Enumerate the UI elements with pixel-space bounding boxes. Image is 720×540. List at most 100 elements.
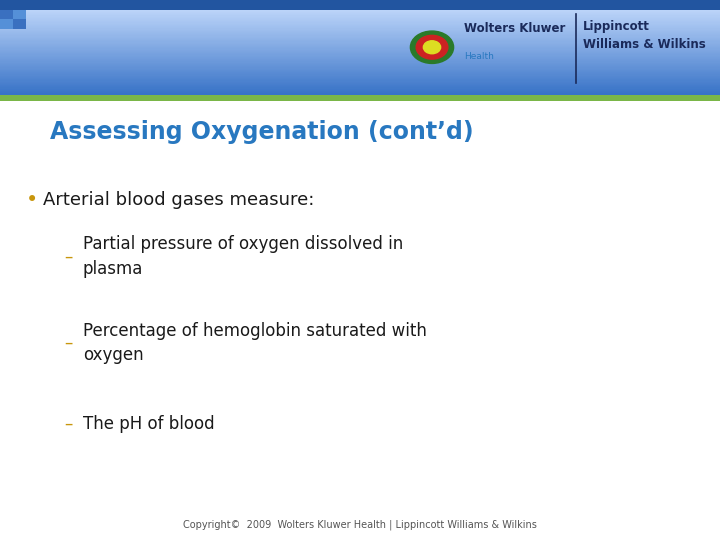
Bar: [0, 45, 720, 46]
Bar: [0, 87, 720, 89]
Bar: [0, 42, 720, 43]
Bar: [0, 75, 720, 76]
Circle shape: [416, 35, 448, 59]
Circle shape: [423, 40, 441, 54]
Bar: [0, 84, 720, 85]
Bar: [0, 71, 720, 72]
Bar: [0, 68, 720, 69]
Bar: [0, 32, 720, 33]
Bar: [0, 69, 720, 70]
Bar: [0, 72, 720, 73]
Bar: [0, 76, 720, 77]
Bar: [0, 6, 720, 7]
Bar: [0, 70, 720, 71]
Bar: [0, 8, 720, 10]
Bar: [0, 19, 13, 29]
Bar: [0, 37, 720, 38]
Text: Lippincott
Williams & Wilkins: Lippincott Williams & Wilkins: [583, 21, 706, 51]
Bar: [0, 63, 720, 64]
Bar: [13, 19, 26, 29]
Bar: [0, 40, 720, 42]
Bar: [0, 79, 720, 80]
Bar: [0, 34, 720, 36]
Bar: [0, 66, 720, 68]
Bar: [0, 85, 720, 86]
Bar: [0, 49, 720, 50]
Bar: [0, 2, 720, 4]
Bar: [0, 21, 720, 23]
Bar: [0, 26, 720, 27]
Bar: [0, 93, 720, 94]
Text: Copyright©  2009  Wolters Kluwer Health | Lippincott Williams & Wilkins: Copyright© 2009 Wolters Kluwer Health | …: [183, 519, 537, 530]
Bar: [0, 10, 13, 19]
Bar: [0, 0, 720, 10]
Bar: [0, 64, 720, 65]
Bar: [0, 44, 720, 45]
Bar: [0, 28, 720, 30]
Bar: [0, 58, 720, 59]
Bar: [0, 25, 720, 26]
Bar: [0, 43, 720, 44]
Circle shape: [410, 31, 454, 63]
Bar: [0, 17, 720, 18]
Bar: [0, 65, 720, 66]
Bar: [0, 73, 720, 75]
Text: •: •: [26, 190, 39, 210]
Bar: [0, 14, 720, 15]
Bar: [0, 30, 720, 31]
Bar: [0, 77, 720, 78]
Bar: [0, 23, 720, 24]
Text: The pH of blood: The pH of blood: [83, 415, 215, 433]
Text: Wolters Kluwer: Wolters Kluwer: [464, 22, 566, 35]
Bar: [0, 59, 720, 60]
Bar: [0, 90, 720, 91]
Bar: [0, 13, 720, 14]
Text: Partial pressure of oxygen dissolved in
plasma: Partial pressure of oxygen dissolved in …: [83, 235, 403, 278]
Bar: [0, 18, 720, 19]
Bar: [0, 11, 720, 12]
Text: Arterial blood gases measure:: Arterial blood gases measure:: [43, 191, 315, 209]
Bar: [13, 10, 26, 19]
Text: Health: Health: [464, 52, 494, 61]
Bar: [0, 19, 720, 20]
Bar: [0, 33, 720, 34]
Bar: [0, 83, 720, 84]
Bar: [0, 53, 720, 55]
Bar: [0, 94, 720, 101]
Bar: [0, 24, 720, 25]
Bar: [0, 51, 720, 52]
Bar: [0, 56, 720, 57]
Bar: [0, 36, 720, 37]
Bar: [0, 82, 720, 83]
Bar: [0, 48, 720, 49]
Bar: [0, 60, 720, 62]
Text: –: –: [64, 415, 73, 433]
Bar: [0, 92, 720, 93]
Bar: [0, 0, 720, 1]
Bar: [0, 101, 720, 540]
Bar: [0, 55, 720, 56]
Bar: [0, 39, 720, 40]
Bar: [0, 4, 720, 5]
Bar: [0, 1, 720, 2]
Bar: [0, 78, 720, 79]
Text: –: –: [64, 334, 73, 352]
Bar: [0, 20, 720, 21]
Bar: [0, 80, 720, 82]
Bar: [0, 89, 720, 90]
Bar: [0, 50, 720, 51]
Bar: [0, 10, 720, 11]
Bar: [0, 38, 720, 39]
Text: Percentage of hemoglobin saturated with
oxygen: Percentage of hemoglobin saturated with …: [83, 322, 427, 364]
Bar: [0, 12, 720, 13]
Text: –: –: [64, 247, 73, 266]
Bar: [0, 7, 720, 8]
Text: Assessing Oxygenation (cont’d): Assessing Oxygenation (cont’d): [50, 120, 474, 144]
Bar: [0, 91, 720, 92]
Bar: [0, 46, 720, 47]
Bar: [0, 52, 720, 53]
Bar: [0, 31, 720, 32]
Bar: [0, 15, 720, 17]
Bar: [0, 57, 720, 58]
Bar: [0, 5, 720, 6]
